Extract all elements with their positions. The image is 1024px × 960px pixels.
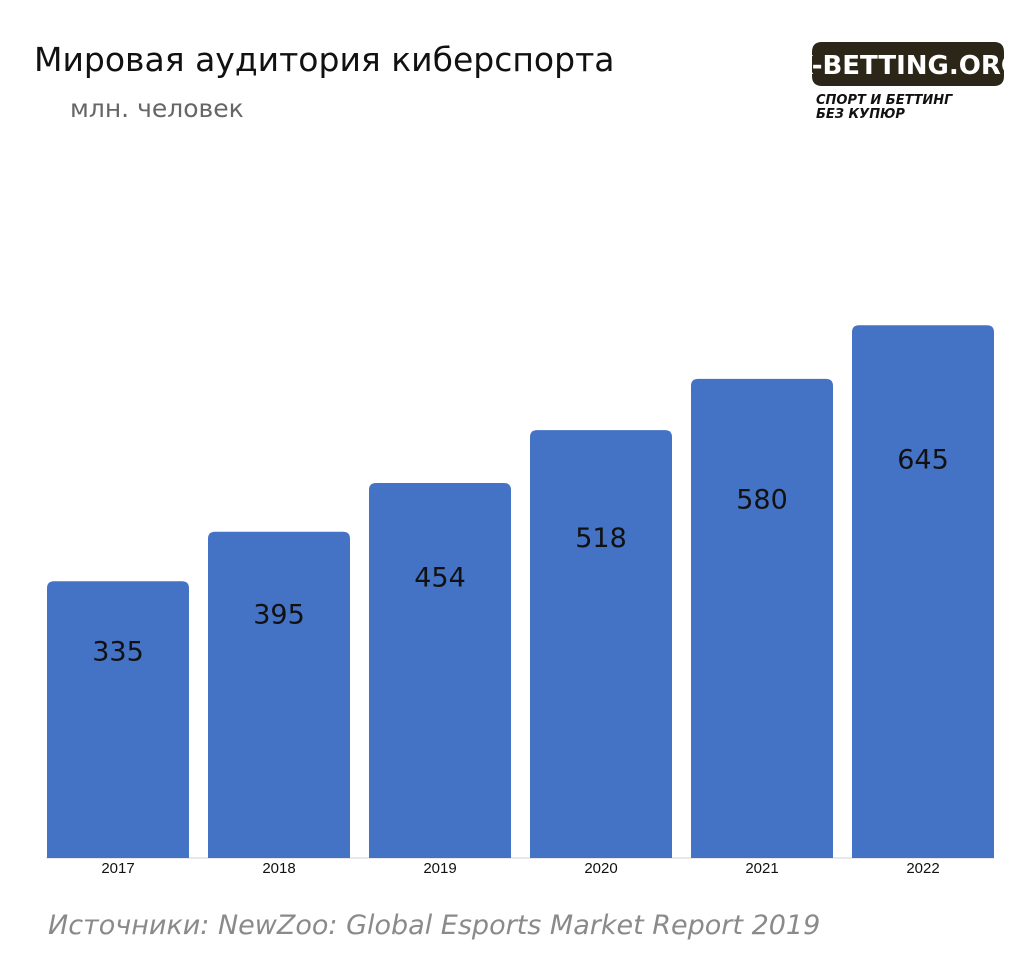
x-ticks-group: 2017 2018 2019 2020 2021 2022 <box>101 860 939 877</box>
bar-2022 <box>852 325 994 859</box>
logo-tagline-line1: СПОРТ И БЕТТИНГ <box>816 93 953 108</box>
bar-value-label-2018: 395 <box>253 599 305 630</box>
bar-2021 <box>691 378 833 858</box>
bar-2017 <box>47 581 189 858</box>
source-separator: : <box>200 910 218 941</box>
logo-badge-shape <box>812 42 1004 86</box>
chart-title: Мировая аудитория киберспорта <box>34 40 615 79</box>
brand-logo: X-BETTING.ORG СПОРТ И БЕТТИНГ БЕЗ КУПЮР <box>808 38 1010 138</box>
logo-tagline: СПОРТ И БЕТТИНГ БЕЗ КУПЮР <box>816 94 952 122</box>
bars-group <box>47 325 994 859</box>
bar-2019 <box>369 482 511 858</box>
bar-value-label-2019: 454 <box>414 563 466 594</box>
x-tick-label-2017: 2017 <box>101 860 134 877</box>
x-tick-label-2018: 2018 <box>262 860 295 877</box>
bar-value-label-2020: 518 <box>575 523 627 554</box>
chart-subtitle: млн. человек <box>70 94 244 123</box>
x-tick-label-2019: 2019 <box>423 860 456 877</box>
x-tick-label-2021: 2021 <box>745 860 778 877</box>
source-text: NewZoo: Global Esports Market Report 201… <box>217 910 821 941</box>
bar-value-label-2021: 580 <box>736 485 788 516</box>
bar-2018 <box>208 531 350 858</box>
bar-value-label-2022: 645 <box>897 444 949 475</box>
logo-brand-text: X-BETTING.ORG <box>808 51 1008 81</box>
bar-2020 <box>530 430 672 858</box>
bar-labels-group: 335 395 454 518 580 645 <box>92 444 949 667</box>
source-note: Источники: NewZoo: Global Esports Market… <box>48 910 820 941</box>
x-tick-label-2020: 2020 <box>584 860 617 877</box>
bar-value-label-2017: 335 <box>92 636 144 667</box>
logo-badge: X-BETTING.ORG <box>808 42 1008 86</box>
logo-tagline-line2: БЕЗ КУПЮР <box>816 107 905 122</box>
x-tick-label-2022: 2022 <box>906 860 939 877</box>
source-label: Источники <box>48 910 201 941</box>
